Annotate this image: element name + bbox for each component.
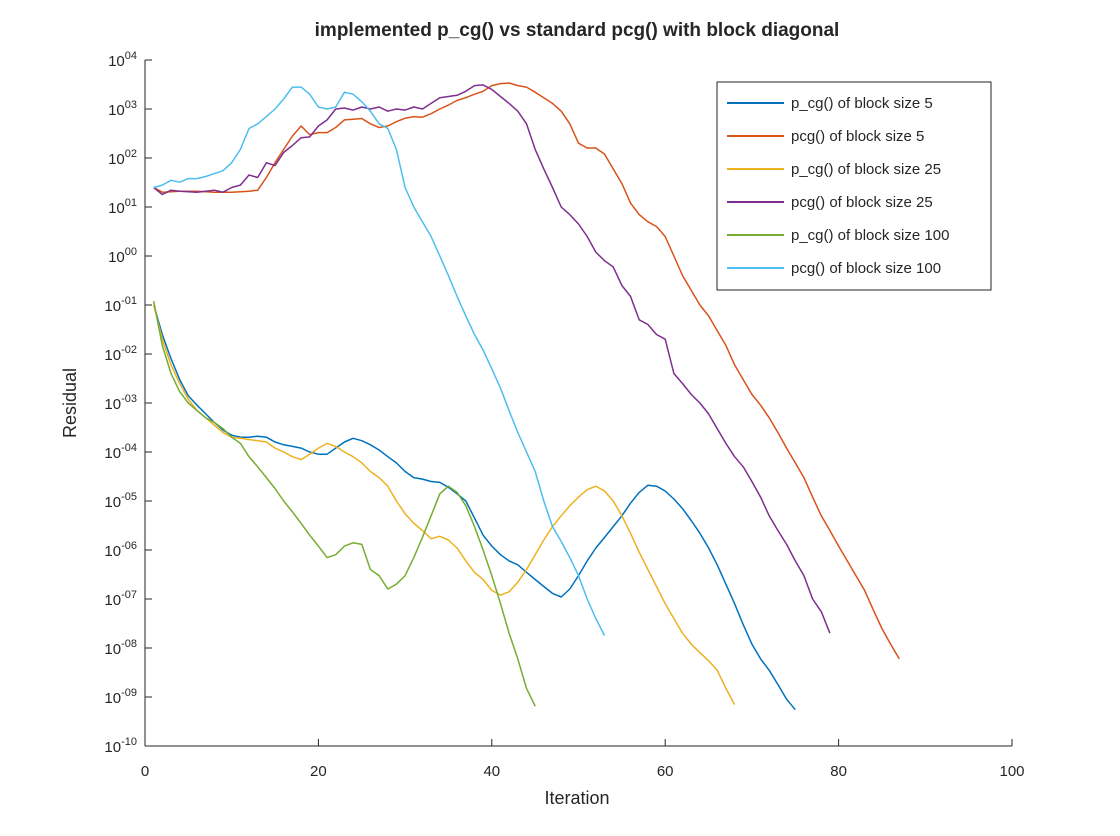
y-tick-label: 10-02 (104, 344, 137, 364)
legend-label: pcg() of block size 5 (791, 128, 924, 145)
legend-label: pcg() of block size 100 (791, 260, 941, 277)
legend-label: p_cg() of block size 100 (791, 227, 949, 244)
legend-label: p_cg() of block size 5 (791, 95, 933, 112)
y-tick-label: 1004 (108, 50, 137, 70)
y-tick-label: 10-06 (104, 540, 137, 560)
legend-label: p_cg() of block size 25 (791, 161, 941, 178)
x-tick-label: 20 (310, 763, 327, 780)
x-tick-label: 40 (483, 763, 500, 780)
x-tick-label: 60 (657, 763, 674, 780)
y-tick-label: 10-04 (104, 442, 137, 462)
series-line-2 (153, 82, 900, 660)
x-tick-label: 100 (999, 763, 1024, 780)
x-tick-label: 80 (830, 763, 847, 780)
series-lines (152, 82, 900, 711)
legend: p_cg() of block size 5 pcg() of block siz… (716, 81, 992, 291)
series-line-3 (152, 304, 736, 705)
y-tick-label: 10-09 (104, 687, 137, 707)
x-axis-ticks: 0 20 40 60 80 100 (141, 739, 1025, 780)
y-tick-label: 10-01 (104, 295, 137, 315)
y-tick-label: 1000 (108, 246, 137, 266)
series-line-4 (153, 84, 831, 634)
y-tick-label: 1003 (108, 99, 137, 119)
x-tick-label: 0 (141, 763, 149, 780)
y-tick-label: 10-05 (104, 491, 137, 511)
y-tick-label: 1002 (108, 148, 137, 168)
y-axis-label: Residual (60, 368, 80, 438)
legend-label: pcg() of block size 25 (791, 194, 933, 211)
y-tick-label: 10-08 (104, 638, 137, 658)
series-line-1 (152, 304, 796, 711)
series-line-6 (153, 86, 606, 636)
chart-title: implemented p_cg() vs standard pcg() wit… (315, 20, 840, 41)
y-axis-ticks: 1004 1003 1002 1001 1000 10-01 10-02 10-03 10-04… (104, 50, 152, 756)
legend-box (716, 81, 992, 291)
series-line-5 (152, 300, 536, 707)
y-tick-label: 10-07 (104, 589, 137, 609)
y-tick-label: 10-10 (104, 736, 137, 756)
y-tick-label: 10-03 (104, 393, 137, 413)
x-axis-label: Iteration (544, 788, 609, 808)
y-tick-label: 1001 (108, 197, 137, 217)
